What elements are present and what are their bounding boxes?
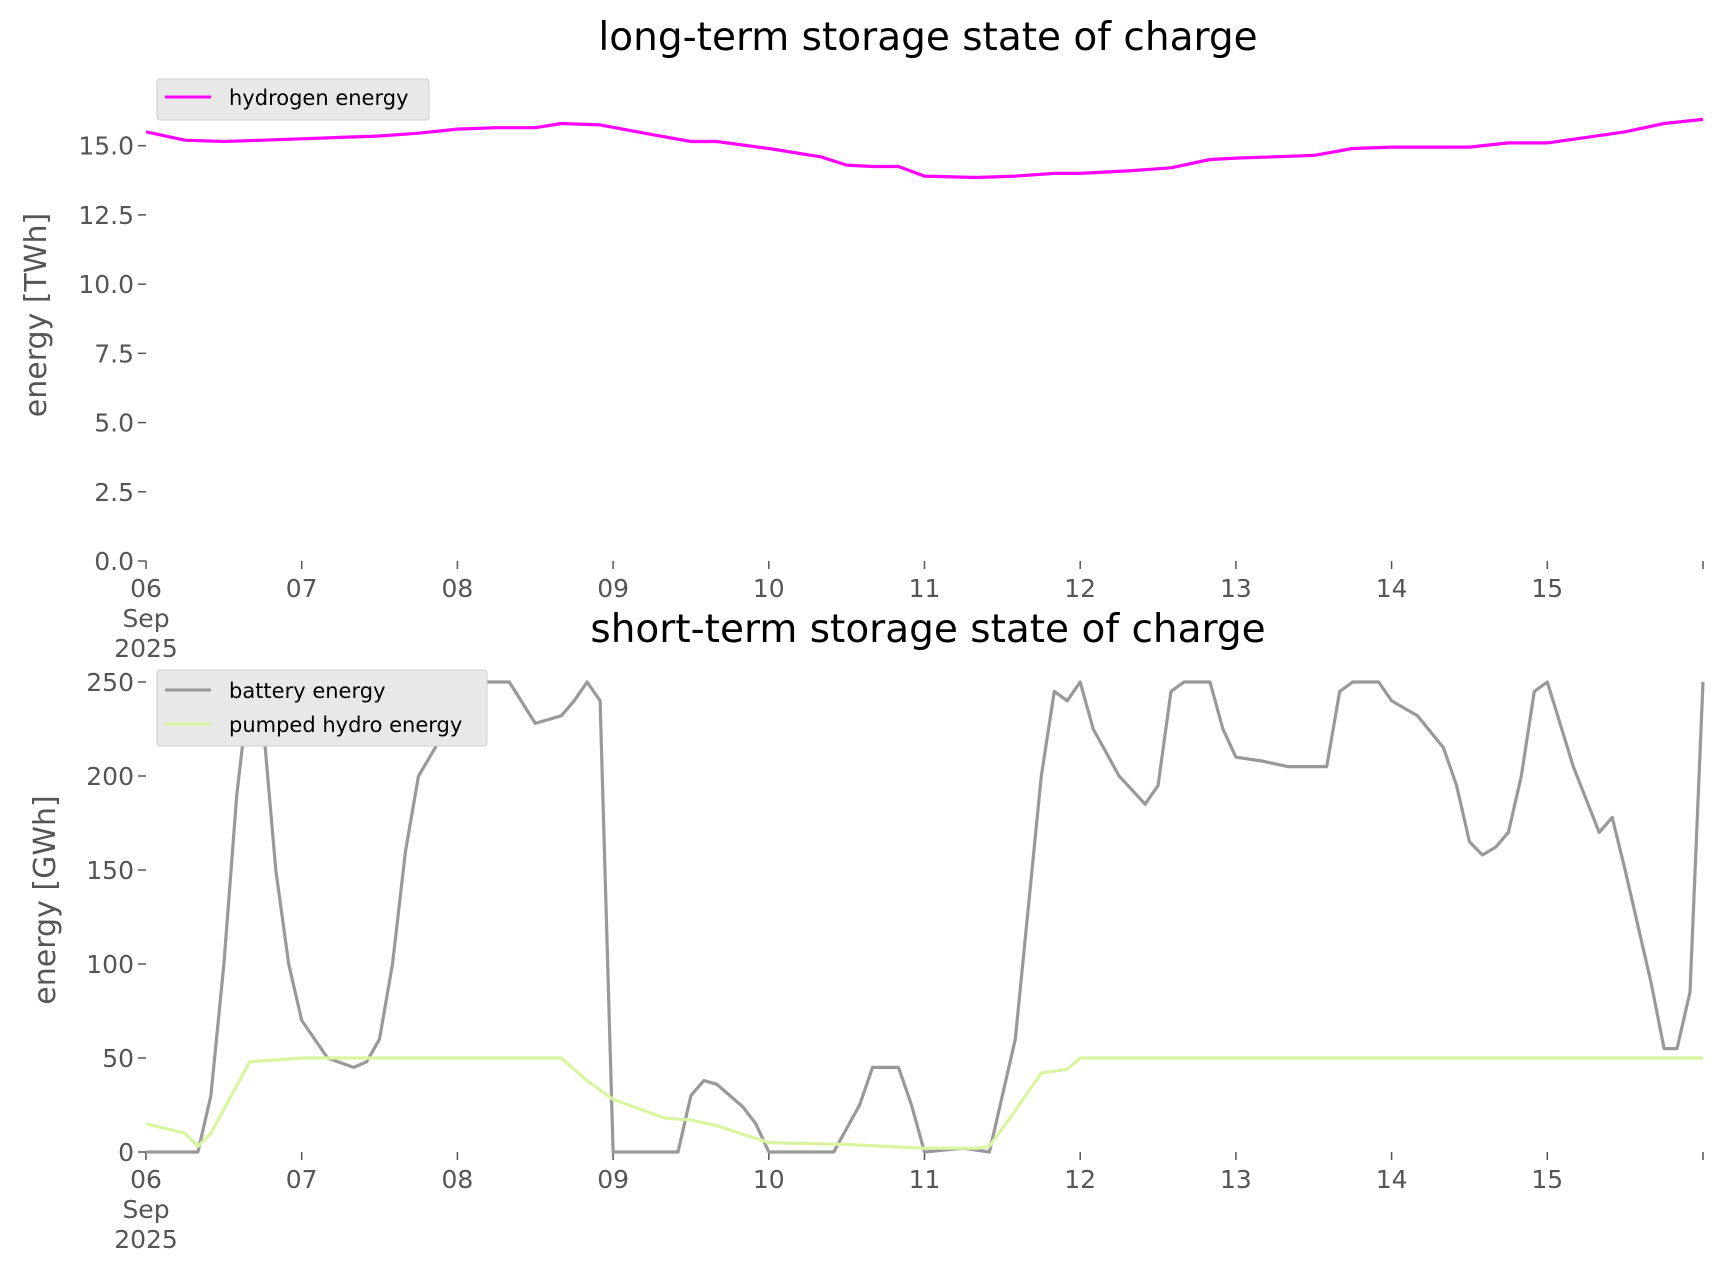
x-tick-label: 2025 bbox=[114, 1225, 178, 1254]
x-tick-label: 09 bbox=[597, 1165, 629, 1194]
legend: battery energy pumped hydro energy bbox=[156, 669, 488, 747]
y-axis-label: energy [TWh] bbox=[19, 213, 54, 417]
x-tick-label: 09 bbox=[597, 574, 629, 603]
long-term-storage-chart: long-term storage state of charge energy… bbox=[19, 15, 1704, 663]
x-tick-label: 11 bbox=[909, 574, 941, 603]
y-axis-label: energy [GWh] bbox=[28, 795, 63, 1004]
x-tick-label: Sep bbox=[122, 604, 169, 633]
x-tick-label: 12 bbox=[1064, 574, 1096, 603]
x-tick-label: 06 bbox=[130, 574, 162, 603]
series-line-pumped-hydro-energy bbox=[145, 1056, 1703, 1150]
y-tick-label: 7.5 bbox=[94, 339, 134, 368]
x-tick-label: 08 bbox=[441, 1165, 473, 1194]
legend-box bbox=[156, 78, 430, 121]
series-line-battery-energy bbox=[146, 680, 1705, 1154]
legend: hydrogen energy bbox=[156, 78, 430, 121]
chart-title: short-term storage state of charge bbox=[590, 607, 1265, 652]
legend-label-pumped-hydro: pumped hydro energy bbox=[229, 713, 462, 737]
y-tick-label: 250 bbox=[86, 668, 134, 697]
short-term-storage-chart: short-term storage state of charge energ… bbox=[28, 607, 1705, 1254]
chart-title: long-term storage state of charge bbox=[598, 15, 1257, 60]
y-tick-label: 5.0 bbox=[94, 409, 134, 438]
x-tick-label: 13 bbox=[1220, 1165, 1252, 1194]
x-tick-label: 15 bbox=[1531, 1165, 1563, 1194]
y-tick-label: 150 bbox=[86, 856, 134, 885]
y-tick-label: 2.5 bbox=[94, 478, 134, 507]
x-tick-label: 13 bbox=[1220, 574, 1252, 603]
x-tick-label: 15 bbox=[1531, 574, 1563, 603]
x-tick-label: 14 bbox=[1376, 574, 1408, 603]
x-tick-label: 2025 bbox=[114, 634, 178, 663]
x-tick-label: 14 bbox=[1376, 1165, 1408, 1194]
y-tick-label: 15.0 bbox=[78, 132, 134, 161]
y-tick-label: 12.5 bbox=[78, 201, 134, 230]
y-tick-label: 50 bbox=[102, 1044, 134, 1073]
x-tick-label: 08 bbox=[441, 574, 473, 603]
series-line-hydrogen-energy bbox=[145, 117, 1704, 180]
legend-box bbox=[156, 669, 488, 747]
y-tick-label: 10.0 bbox=[78, 270, 134, 299]
y-axis-ticks: 0 50 100 150 200 250 bbox=[86, 668, 146, 1167]
legend-label-hydrogen: hydrogen energy bbox=[229, 86, 409, 110]
x-tick-label: 07 bbox=[286, 1165, 318, 1194]
legend-label-battery: battery energy bbox=[229, 679, 386, 703]
x-tick-label: 10 bbox=[753, 574, 785, 603]
y-tick-label: 100 bbox=[86, 950, 134, 979]
y-tick-label: 0.0 bbox=[94, 547, 134, 576]
x-tick-label: 12 bbox=[1064, 1165, 1096, 1194]
x-tick-label: 11 bbox=[909, 1165, 941, 1194]
y-tick-label: 0 bbox=[118, 1138, 134, 1167]
y-axis-ticks: 0.0 2.5 5.0 7.5 10.0 12.5 15.0 bbox=[78, 132, 146, 576]
x-tick-label: 10 bbox=[753, 1165, 785, 1194]
series-lines bbox=[145, 117, 1704, 180]
x-tick-label: 07 bbox=[286, 574, 318, 603]
y-tick-label: 200 bbox=[86, 762, 134, 791]
series-lines bbox=[145, 680, 1705, 1154]
x-tick-label: 06 bbox=[130, 1165, 162, 1194]
x-tick-label: Sep bbox=[122, 1195, 169, 1224]
